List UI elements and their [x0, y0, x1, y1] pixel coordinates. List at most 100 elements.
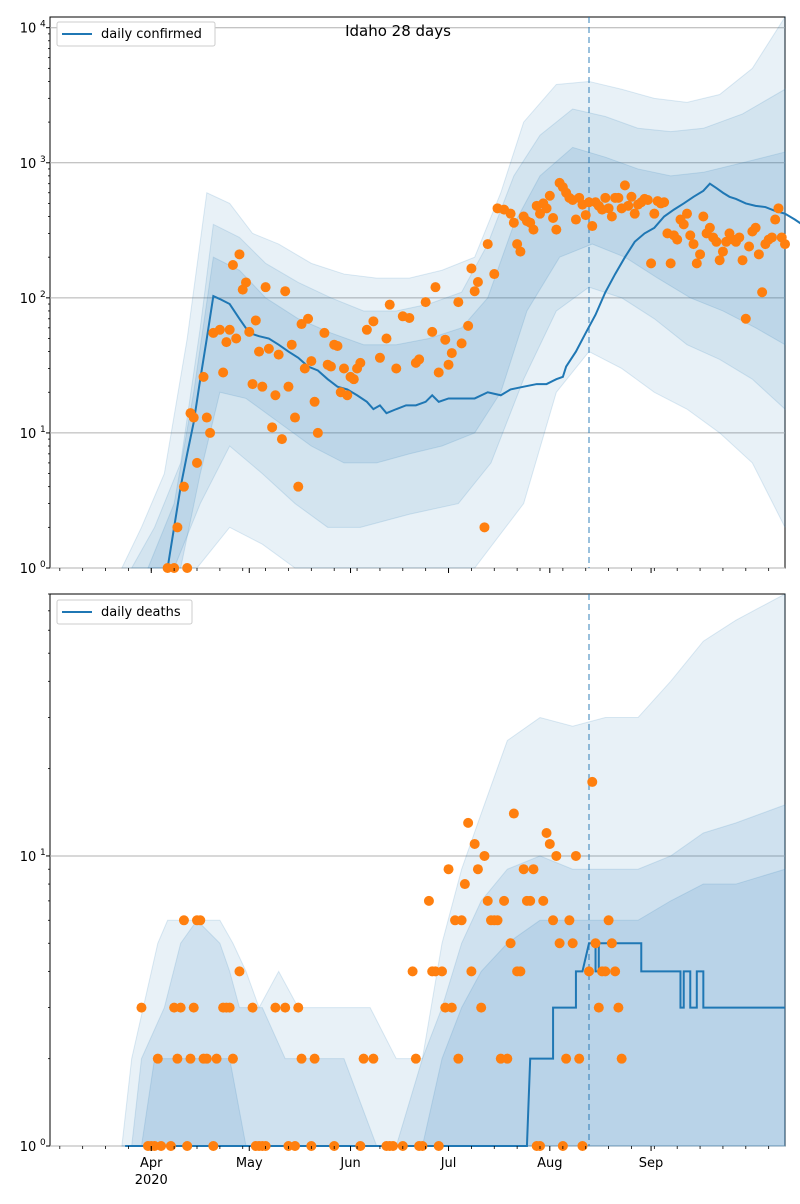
y-tick-exponent: 0 [40, 560, 46, 570]
y-tick-label: 10 [20, 850, 37, 865]
data-point [577, 1141, 588, 1151]
data-point [626, 191, 637, 202]
data-point [770, 214, 781, 225]
data-point [766, 232, 777, 243]
data-point [195, 915, 206, 926]
data-point [244, 326, 255, 337]
data-point [472, 864, 483, 875]
data-point [704, 222, 715, 233]
data-point [600, 192, 611, 203]
data-point [156, 1141, 167, 1151]
x-tick-label: May [236, 1156, 263, 1171]
data-point [456, 915, 467, 926]
data-point [613, 192, 624, 203]
data-point [528, 224, 539, 235]
data-point [437, 966, 447, 977]
data-point [753, 249, 764, 260]
data-point [332, 341, 343, 352]
data-point [260, 282, 271, 293]
data-point [214, 324, 225, 335]
data-point [178, 481, 189, 492]
data-point [659, 197, 670, 208]
data-point [740, 313, 751, 324]
data-point [593, 1002, 604, 1013]
data-point [466, 966, 477, 977]
data-point [208, 1141, 219, 1151]
data-point [463, 817, 474, 828]
data-point [512, 239, 523, 250]
data-point [685, 230, 696, 241]
data-point [440, 334, 451, 345]
data-point [198, 371, 209, 382]
data-point [737, 255, 748, 266]
data-point [518, 864, 529, 875]
data-point [453, 297, 464, 308]
y-tick-exponent: 1 [40, 425, 46, 435]
uncertainty-band [121, 15, 786, 569]
data-point [629, 208, 640, 219]
data-point [430, 282, 441, 293]
data-point [443, 359, 454, 370]
deaths-legend: daily deaths [56, 599, 193, 625]
data-point [273, 349, 284, 360]
data-point [211, 1053, 222, 1064]
data-point [482, 239, 493, 250]
data-point [515, 246, 526, 257]
data-point [276, 434, 287, 445]
data-point [368, 1053, 379, 1064]
data-point [339, 363, 349, 374]
legend-label: daily deaths [101, 605, 181, 620]
data-point [780, 239, 790, 250]
data-point [744, 241, 755, 252]
y-tick-exponent: 2 [40, 290, 46, 300]
data-point [548, 915, 559, 926]
data-point [587, 221, 598, 232]
data-point [672, 234, 683, 245]
x-tick-year-label: 2020 [135, 1173, 168, 1188]
x-tick-label: Jul [440, 1156, 457, 1171]
data-point [423, 895, 434, 906]
data-point [646, 258, 657, 269]
data-point [525, 895, 536, 906]
y-tick-label: 10 [20, 292, 37, 307]
data-point [348, 374, 359, 385]
data-point [234, 966, 245, 977]
data-point [188, 412, 199, 423]
data-point [433, 1141, 444, 1151]
data-point [649, 208, 660, 219]
data-point [299, 363, 310, 374]
data-point [309, 1053, 320, 1064]
data-point [580, 210, 591, 221]
data-point [188, 1002, 199, 1013]
confirmed-legend: daily confirmed [56, 21, 216, 47]
data-point [192, 457, 202, 468]
data-point [247, 1002, 258, 1013]
data-point [306, 356, 317, 367]
data-point [587, 776, 598, 787]
y-tick-exponent: 0 [40, 1138, 46, 1148]
data-point [286, 339, 297, 350]
data-point [201, 1053, 212, 1064]
data-point [201, 412, 212, 423]
data-point [443, 864, 454, 875]
data-point [489, 269, 500, 280]
data-point [433, 367, 444, 378]
data-point [152, 1053, 163, 1064]
data-point [427, 326, 438, 337]
data-point [227, 260, 238, 271]
data-point [270, 390, 281, 401]
data-point [374, 352, 385, 363]
data-point [241, 277, 251, 288]
data-point [508, 217, 519, 228]
data-point [172, 522, 183, 533]
data-point [453, 1053, 464, 1064]
data-point [303, 313, 314, 324]
data-point [606, 938, 617, 949]
data-point [616, 1053, 627, 1064]
series-line [125, 942, 785, 1147]
data-point [538, 895, 549, 906]
data-point [469, 838, 480, 849]
data-point [283, 381, 294, 392]
data-point [682, 208, 692, 219]
data-point [296, 1053, 307, 1064]
